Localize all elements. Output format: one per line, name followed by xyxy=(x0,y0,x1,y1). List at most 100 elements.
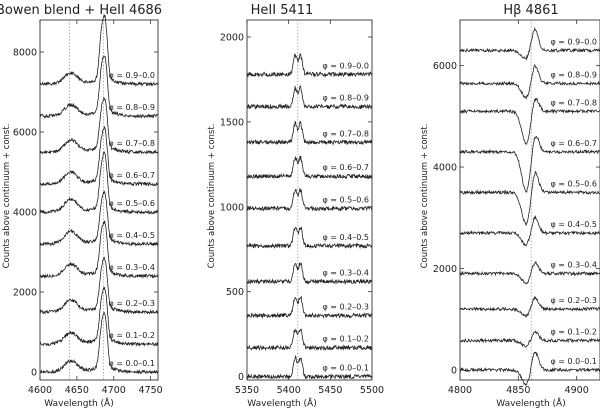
spectrum-line xyxy=(246,354,373,381)
y-tick-label: 8000 xyxy=(13,48,37,59)
spectrum-line xyxy=(459,97,600,146)
spectrum-line xyxy=(246,53,373,78)
phase-label: φ = 0.0–0.1 xyxy=(322,364,369,373)
phase-label: φ = 0.3–0.4 xyxy=(322,269,369,278)
spectrum-line xyxy=(246,328,373,352)
spectrum-line xyxy=(460,215,600,247)
phase-label: φ = 0.1–0.2 xyxy=(322,335,369,344)
spectrum-line xyxy=(246,188,373,212)
x-tick-label: 5450 xyxy=(318,385,342,396)
panel-title: HeII 5411 xyxy=(251,3,314,18)
spectrum-line xyxy=(246,295,373,319)
x-tick-label: 4650 xyxy=(65,385,89,396)
x-axis-label: Wavelength (Å) xyxy=(44,397,113,409)
phase-label: φ = 0.8–0.9 xyxy=(550,70,597,79)
panel-heii-5411: HeII 5411 Wavelength (Å) Counts above co… xyxy=(207,3,384,409)
phase-label: φ = 0.9–0.0 xyxy=(322,61,369,70)
plot-frame xyxy=(39,19,159,381)
x-tick-label: 4750 xyxy=(139,385,163,396)
spectrum-line xyxy=(459,63,600,100)
phase-label: φ = 0.7–0.8 xyxy=(550,98,597,107)
plot-frame xyxy=(246,19,373,381)
x-tick-label: 5500 xyxy=(360,385,384,396)
phase-label: φ = 0.7–0.8 xyxy=(322,129,369,138)
phase-label: φ = 0.1–0.2 xyxy=(550,327,597,336)
phase-label: φ = 0.5–0.6 xyxy=(550,179,597,188)
spectrum-line xyxy=(39,55,159,119)
phase-label: φ = 0.5–0.6 xyxy=(108,199,155,208)
phase-label: φ = 0.8–0.9 xyxy=(108,103,155,112)
spectrum-line xyxy=(246,85,373,111)
x-axis-label: Wavelength (Å) xyxy=(247,397,316,409)
phase-label: φ = 0.6–0.7 xyxy=(108,171,155,180)
spectrum-line xyxy=(459,351,600,387)
x-tick-label: 4900 xyxy=(565,385,589,396)
spectrum-line xyxy=(39,97,159,155)
phase-label: φ = 0.9–0.0 xyxy=(108,71,155,80)
y-tick-label: 4000 xyxy=(433,163,457,174)
spectrum-line xyxy=(459,295,600,318)
spectrum-line xyxy=(246,226,373,250)
spectrum-line xyxy=(246,120,373,146)
x-tick-label: 4600 xyxy=(28,385,52,396)
phase-label: φ = 0.8–0.9 xyxy=(322,94,369,103)
phase-label: φ = 0.4–0.5 xyxy=(108,231,155,240)
phase-label: φ = 0.1–0.2 xyxy=(108,331,155,340)
spectrum-line xyxy=(39,151,159,215)
plot-frame xyxy=(459,19,600,381)
y-tick-label: 0 xyxy=(451,365,457,376)
y-tick-label: 6000 xyxy=(13,128,37,139)
y-tick-label: 500 xyxy=(226,287,244,298)
x-axis-label: Wavelength (Å) xyxy=(496,397,565,409)
phase-label: φ = 0.0–0.1 xyxy=(550,357,597,366)
phase-label: φ = 0.6–0.7 xyxy=(322,163,369,172)
phase-label: φ = 0.9–0.0 xyxy=(550,37,597,46)
phase-label: φ = 0.3–0.4 xyxy=(108,263,155,272)
y-tick-label: 4000 xyxy=(13,208,37,219)
y-tick-label: 2000 xyxy=(13,288,37,299)
y-tick-label: 1500 xyxy=(220,117,244,128)
phase-label: φ = 0.2–0.3 xyxy=(550,296,597,305)
panel-title: Hβ 4861 xyxy=(503,3,558,18)
y-tick-label: 0 xyxy=(31,368,37,379)
panel-hbeta-4861: Hβ 4861 Wavelength (Å) Counts above cont… xyxy=(420,3,600,409)
phase-label: φ = 0.7–0.8 xyxy=(108,139,155,148)
x-tick-label: 4850 xyxy=(506,385,530,396)
phase-label: φ = 0.6–0.7 xyxy=(550,139,597,148)
spectrum-line xyxy=(459,135,600,193)
phase-label: φ = 0.2–0.3 xyxy=(322,302,369,311)
phase-label: φ = 0.2–0.3 xyxy=(108,299,155,308)
spectrum-line xyxy=(459,170,600,226)
y-tick-label: 1000 xyxy=(220,202,244,213)
phase-label: φ = 0.4–0.5 xyxy=(550,220,597,229)
spectrum-line xyxy=(246,155,373,180)
panel-heii-4686: Bowen blend + HeII 4686 Wavelength (Å) C… xyxy=(0,3,163,409)
x-tick-label: 5350 xyxy=(235,385,259,396)
spectrum-line xyxy=(459,261,600,285)
phase-label: φ = 0.5–0.6 xyxy=(322,195,369,204)
y-axis-label: Counts above continuum + const. xyxy=(207,124,217,269)
y-axis-label: Counts above continuum + const. xyxy=(2,124,12,269)
y-tick-label: 2000 xyxy=(220,32,244,43)
x-tick-label: 5400 xyxy=(277,385,301,396)
spectrum-line xyxy=(39,190,159,247)
y-axis-label: Counts above continuum + const. xyxy=(420,124,430,269)
spectrum-line xyxy=(39,287,159,347)
phase-label: φ = 0.4–0.5 xyxy=(322,233,369,242)
y-tick-label: 0 xyxy=(238,372,244,383)
spectrum-line xyxy=(39,126,159,187)
x-tick-label: 4800 xyxy=(448,385,472,396)
spectrum-line xyxy=(459,26,600,61)
phase-label: φ = 0.0–0.1 xyxy=(108,359,155,368)
spectrum-line xyxy=(39,13,159,88)
spectrum-line xyxy=(39,220,159,279)
spectrum-line xyxy=(40,311,159,375)
spectrum-line xyxy=(39,256,159,315)
panel-title: Bowen blend + HeII 4686 xyxy=(0,3,162,18)
x-tick-label: 4700 xyxy=(102,385,126,396)
spectrum-line xyxy=(246,262,373,286)
y-tick-label: 2000 xyxy=(433,264,457,275)
spectrum-line xyxy=(459,330,600,348)
phase-label: φ = 0.3–0.4 xyxy=(550,261,597,270)
